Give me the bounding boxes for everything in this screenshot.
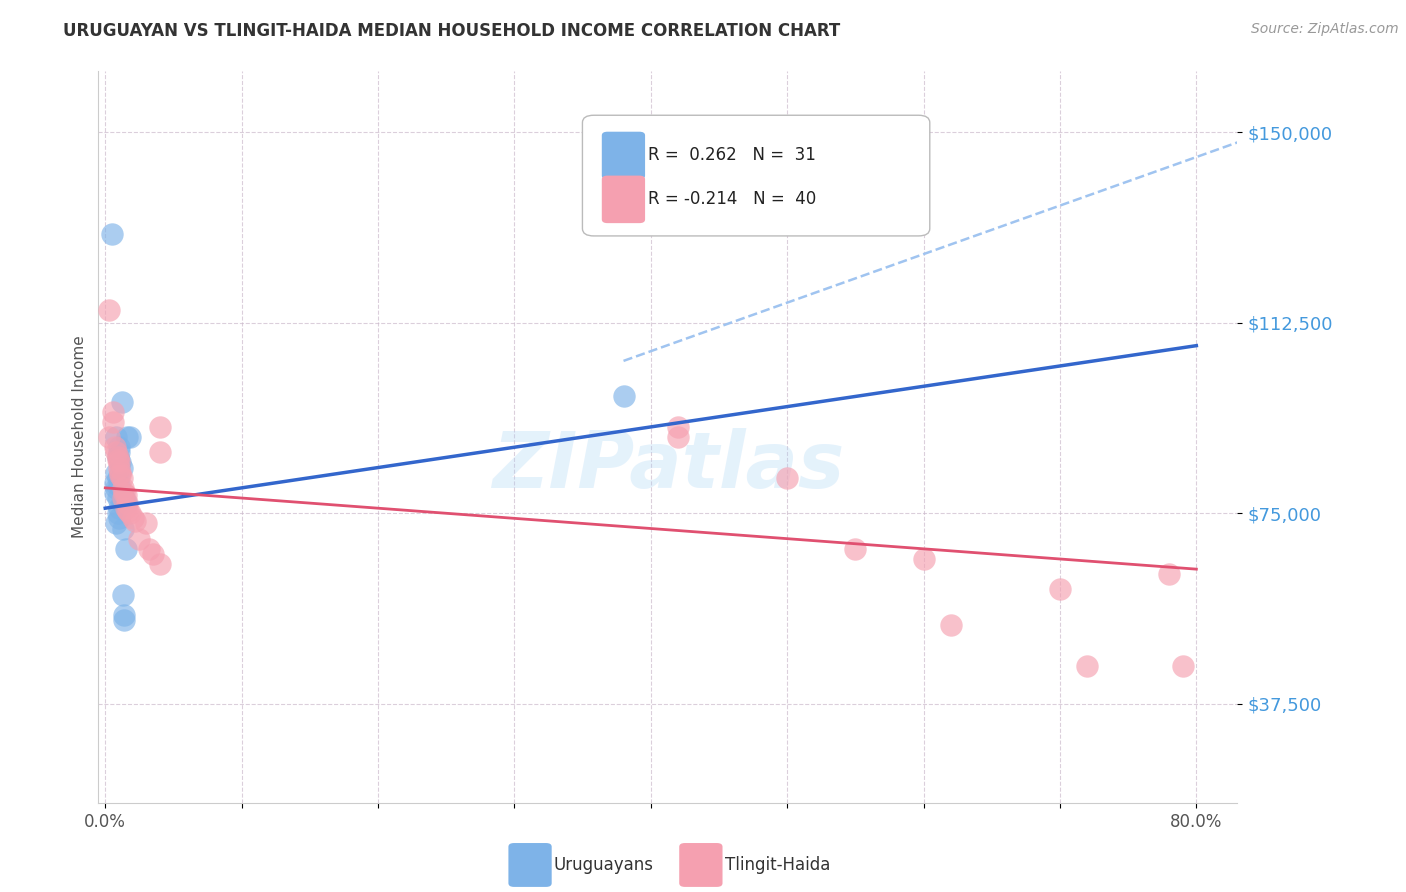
Point <box>114 488 136 502</box>
Point <box>108 511 131 525</box>
Point <box>104 475 127 490</box>
Point <box>1157 567 1180 582</box>
Y-axis label: Median Household Income: Median Household Income <box>72 335 87 539</box>
Point <box>105 430 128 444</box>
Point <box>666 430 689 444</box>
FancyBboxPatch shape <box>509 843 551 887</box>
Point <box>108 455 131 469</box>
Point <box>118 506 141 520</box>
Point <box>107 450 129 465</box>
Point <box>103 415 125 429</box>
Point <box>117 504 139 518</box>
Point <box>110 460 132 475</box>
Point <box>1171 658 1194 673</box>
Point <box>121 511 143 525</box>
Text: Tlingit-Haida: Tlingit-Haida <box>725 856 830 874</box>
Point <box>149 445 172 459</box>
Point <box>105 445 128 459</box>
FancyBboxPatch shape <box>602 132 645 179</box>
Point <box>110 468 132 483</box>
FancyBboxPatch shape <box>582 115 929 235</box>
Point <box>111 481 134 495</box>
Point <box>118 430 141 444</box>
Point <box>105 481 128 495</box>
Point <box>111 521 134 535</box>
Point <box>108 460 131 475</box>
Point <box>107 453 129 467</box>
Point <box>98 303 121 318</box>
Point <box>114 496 136 510</box>
Point <box>112 613 135 627</box>
Point <box>114 501 136 516</box>
Point <box>142 547 165 561</box>
Text: Uruguayans: Uruguayans <box>554 856 654 874</box>
Point <box>110 466 132 480</box>
Point <box>115 496 138 510</box>
Point <box>115 430 138 444</box>
Point <box>1076 658 1098 673</box>
Text: R = -0.214   N =  40: R = -0.214 N = 40 <box>648 190 817 209</box>
Point <box>612 389 634 403</box>
Point <box>105 466 128 480</box>
Point <box>776 471 799 485</box>
Point <box>104 440 127 454</box>
Point <box>104 486 127 500</box>
Point <box>103 405 125 419</box>
Point <box>108 440 131 454</box>
Point <box>111 491 134 505</box>
Point <box>107 471 129 485</box>
Point <box>149 420 172 434</box>
Text: R =  0.262   N =  31: R = 0.262 N = 31 <box>648 146 817 164</box>
FancyBboxPatch shape <box>602 176 645 223</box>
Text: URUGUAYAN VS TLINGIT-HAIDA MEDIAN HOUSEHOLD INCOME CORRELATION CHART: URUGUAYAN VS TLINGIT-HAIDA MEDIAN HOUSEH… <box>63 22 841 40</box>
Point <box>912 552 935 566</box>
Point <box>112 486 135 500</box>
Point <box>114 541 136 556</box>
Point <box>128 532 150 546</box>
Point <box>105 516 128 531</box>
Point <box>135 516 157 531</box>
Point <box>939 618 962 632</box>
Point <box>107 491 129 505</box>
Point <box>111 491 134 505</box>
FancyBboxPatch shape <box>679 843 723 887</box>
Point <box>107 506 129 520</box>
Point <box>110 394 132 409</box>
Text: ZIPatlas: ZIPatlas <box>492 428 844 504</box>
Point <box>110 455 132 469</box>
Point <box>101 227 124 241</box>
Point <box>1049 582 1071 597</box>
Text: Source: ZipAtlas.com: Source: ZipAtlas.com <box>1251 22 1399 37</box>
Point <box>844 541 866 556</box>
Point <box>108 445 131 459</box>
Point <box>110 496 132 510</box>
Point <box>149 557 172 571</box>
Point <box>138 541 160 556</box>
Point <box>112 491 135 505</box>
Point <box>124 514 146 528</box>
Point <box>112 607 135 622</box>
Point <box>108 478 131 492</box>
Point <box>107 450 129 465</box>
Point <box>108 501 131 516</box>
Point <box>110 471 132 485</box>
Point <box>98 430 121 444</box>
Point <box>111 588 134 602</box>
Point <box>666 420 689 434</box>
